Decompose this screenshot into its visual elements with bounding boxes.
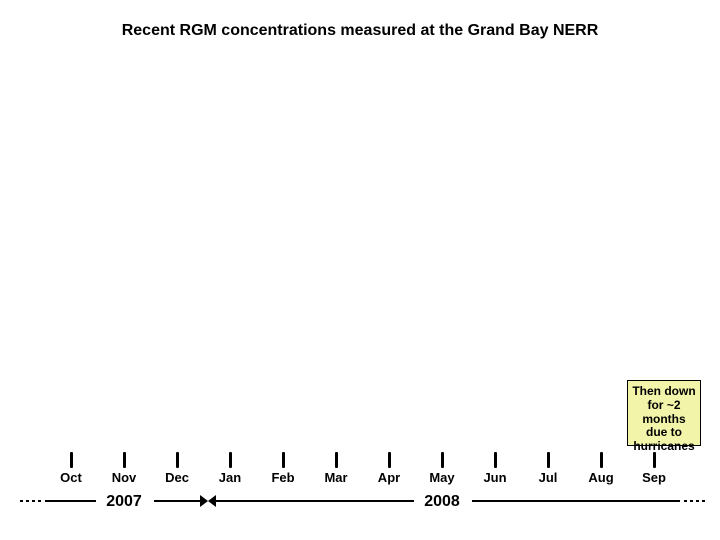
month-label: May <box>429 470 454 485</box>
year-label-2008: 2008 <box>424 493 460 511</box>
month-tick <box>229 452 232 468</box>
month-label: Jul <box>539 470 558 485</box>
month-label: Jan <box>219 470 241 485</box>
month-tick <box>282 452 285 468</box>
month-tick <box>441 452 444 468</box>
month-label: Mar <box>324 470 347 485</box>
month-tick <box>547 452 550 468</box>
month-tick <box>494 452 497 468</box>
year-arrow-2008-left <box>208 495 216 507</box>
month-label: Sep <box>642 470 666 485</box>
month-label: Dec <box>165 470 189 485</box>
month-tick <box>70 452 73 468</box>
month-tick <box>653 452 656 468</box>
month-label: Aug <box>588 470 613 485</box>
year-line-2008-left <box>216 500 414 502</box>
month-tick <box>600 452 603 468</box>
month-tick <box>123 452 126 468</box>
month-tick <box>388 452 391 468</box>
year-line-2007-left <box>45 500 96 502</box>
year-line-2007-right <box>154 500 200 502</box>
month-label: Nov <box>112 470 137 485</box>
month-label: Apr <box>378 470 400 485</box>
year-label-2007: 2007 <box>106 493 142 511</box>
month-tick <box>176 452 179 468</box>
month-label: Oct <box>60 470 82 485</box>
month-tick <box>335 452 338 468</box>
year-arrow-2007-right <box>200 495 208 507</box>
month-label: Jun <box>483 470 506 485</box>
month-label: Feb <box>271 470 294 485</box>
year-dots-left <box>20 500 44 502</box>
timeline-axis: Oct Nov Dec Jan Feb Mar Apr May Jun Jul Aug Sep 2007… <box>0 0 720 540</box>
year-dots-right <box>684 500 708 502</box>
year-line-2008-right <box>472 500 680 502</box>
